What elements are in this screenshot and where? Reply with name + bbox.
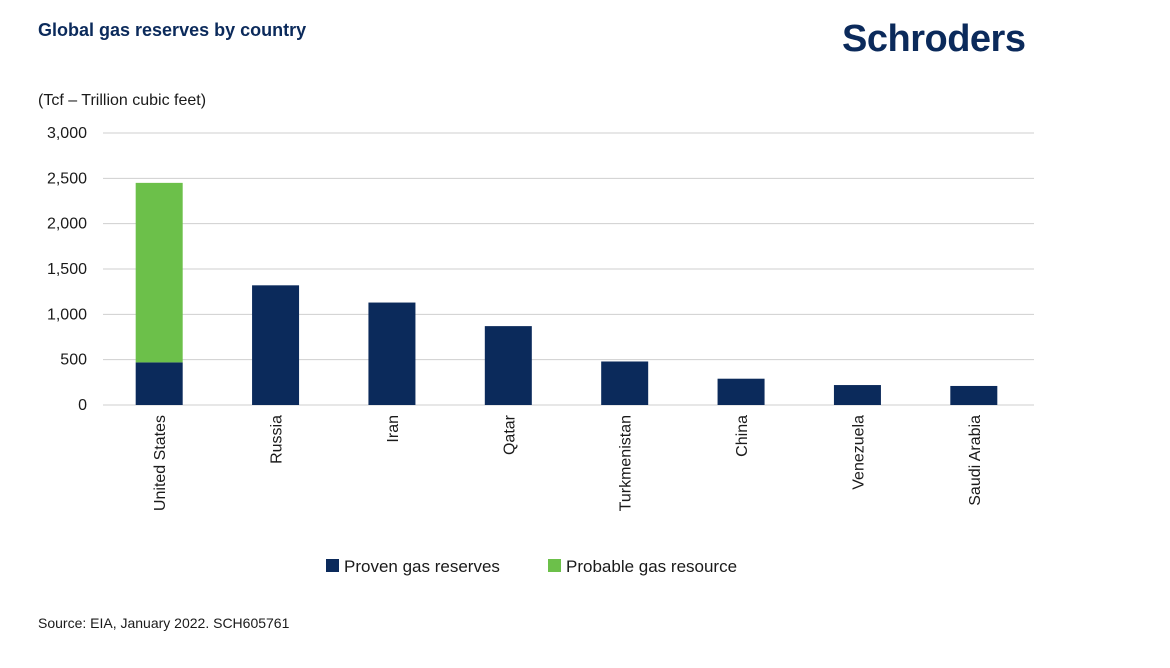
x-tick-label-iran: Iran xyxy=(385,415,402,443)
x-tick-label-qatar: Qatar xyxy=(501,414,518,455)
chart-title: Global gas reserves by country xyxy=(38,20,307,40)
bars xyxy=(135,182,998,405)
bar-china-proven xyxy=(717,378,765,405)
legend-swatch-proven xyxy=(326,559,339,572)
x-tick-label-turkmenistan: Turkmenistan xyxy=(618,415,635,511)
bar-iran-proven xyxy=(368,302,416,405)
y-tick-label-500: 500 xyxy=(60,352,87,369)
x-tick-label-china: China xyxy=(734,415,751,457)
bar-qatar-proven xyxy=(484,326,532,405)
brand-logo: Schroders xyxy=(842,18,1026,60)
y-tick-label-0: 0 xyxy=(78,397,87,414)
legend-swatch-probable xyxy=(548,559,561,572)
x-axis-categories: United States Russia Iran Qatar Turkmenistan… xyxy=(152,414,984,511)
y-tick-label-1500: 1,500 xyxy=(47,261,87,278)
legend-label-probable: Probable gas resource xyxy=(566,557,737,576)
legend: Proven gas reserves Probable gas resource xyxy=(326,557,737,576)
bar-russia-proven xyxy=(252,285,300,405)
bar-saudi-arabia-proven xyxy=(950,385,998,405)
bar-united-states-probable xyxy=(135,182,183,363)
legend-label-proven: Proven gas reserves xyxy=(344,557,500,576)
x-tick-label-russia: Russia xyxy=(269,415,286,464)
y-axis-ticks: 0 500 1,000 1,500 2,000 2,500 3,000 xyxy=(47,125,87,414)
source-note: Source: EIA, January 2022. SCH605761 xyxy=(38,615,290,631)
bar-venezuela-proven xyxy=(833,385,881,405)
y-tick-label-2500: 2,500 xyxy=(47,170,87,187)
y-tick-label-2000: 2,000 xyxy=(47,216,87,233)
y-axis-unit-label: (Tcf – Trillion cubic feet) xyxy=(38,92,207,109)
x-tick-label-united-states: United States xyxy=(152,415,169,511)
bar-united-states-proven xyxy=(135,362,183,405)
y-tick-label-3000: 3,000 xyxy=(47,125,87,142)
y-tick-label-1000: 1,000 xyxy=(47,306,87,323)
x-tick-label-saudi-arabia: Saudi Arabia xyxy=(967,415,984,506)
x-tick-label-venezuela: Venezuela xyxy=(850,415,867,490)
gridlines xyxy=(103,132,1034,406)
bar-turkmenistan-proven xyxy=(601,361,649,405)
